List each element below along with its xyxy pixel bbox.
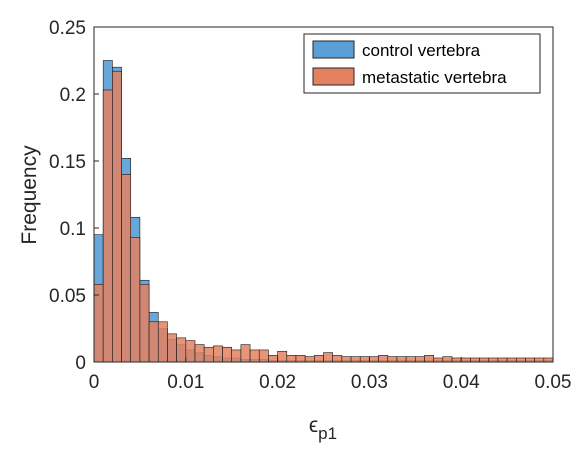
histogram-bar (497, 357, 508, 363)
histogram-bar (506, 357, 517, 363)
histogram-bar (488, 357, 499, 363)
y-tick-label: 0.1 (60, 219, 86, 240)
histogram-bar (231, 349, 242, 363)
legend: control vertebra metastatic vertebra (303, 33, 541, 94)
y-tick-label: 0 (75, 353, 86, 374)
histogram-bar (460, 357, 471, 363)
x-tick-label: 0 (89, 372, 100, 393)
y-tick-label: 0.05 (49, 286, 86, 307)
legend-swatch-metastatic-vertebra (312, 67, 355, 86)
histogram-bar (121, 174, 132, 363)
histogram-bar (442, 356, 453, 363)
y-tick-label: 0.2 (60, 85, 86, 106)
histogram-bar (157, 321, 168, 363)
histogram-bar (387, 356, 398, 363)
x-axis-label-subscript: p1 (318, 424, 337, 443)
histogram-bar (314, 354, 324, 363)
histogram-bar (359, 356, 370, 363)
histogram-bar (304, 356, 315, 363)
histogram-bar (277, 350, 288, 363)
histogram-bar (148, 321, 159, 363)
ticks-layer: 0 0.01 0.02 0.03 0.04 0.05 0 0.05 0.1 0.15 0.2 0.25 (49, 18, 571, 393)
histogram-bar (167, 333, 177, 363)
histogram-bar (139, 283, 150, 363)
histogram-bar (414, 356, 425, 363)
histogram-bar (341, 356, 352, 363)
x-axis-label-symbol: ϵ (309, 414, 318, 437)
histogram-bar (102, 89, 113, 363)
histogram-bar (93, 283, 104, 363)
histogram-bar (515, 357, 526, 363)
histogram-bar (470, 357, 480, 363)
x-tick-label: 0.04 (443, 372, 480, 393)
histogram-bar (369, 356, 379, 363)
histogram-bar (534, 357, 545, 363)
histogram-bar (295, 354, 306, 363)
histogram-bar (332, 354, 343, 363)
histogram-bar (112, 70, 122, 363)
histogram-bar (203, 346, 214, 363)
y-axis-label: Frequency (18, 145, 41, 245)
histogram-bar (451, 357, 462, 363)
axes-box (93, 26, 554, 363)
histogram-bar (323, 352, 333, 363)
histogram-bar (268, 354, 278, 363)
histogram-bar (405, 356, 416, 363)
x-tick-label: 0.02 (259, 372, 296, 393)
histogram-bar (240, 344, 251, 363)
legend-swatch-control-vertebra (312, 40, 355, 59)
x-axis-label: ϵp1 (309, 414, 337, 443)
histogram-bar (543, 357, 554, 363)
histogram-bar (286, 354, 297, 363)
histogram-bar (176, 337, 187, 363)
legend-label-control-vertebra: control vertebra (362, 41, 481, 60)
histogram-bar (194, 344, 205, 363)
histogram-bar (258, 349, 269, 363)
histogram-bar (479, 357, 490, 363)
x-tick-label: 0.05 (535, 372, 572, 393)
x-tick-label: 0.03 (351, 372, 388, 393)
histogram-bar (424, 354, 434, 363)
histogram-bar (130, 237, 141, 363)
histogram-bar (222, 346, 233, 363)
histogram-bar (433, 357, 444, 363)
histogram-bar (350, 356, 361, 363)
histogram-bar (396, 356, 407, 363)
histogram-bar (525, 357, 535, 363)
histogram-bar (185, 340, 196, 363)
histogram-bar (249, 349, 260, 363)
y-tick-label: 0.25 (49, 18, 86, 39)
histogram-bar (378, 354, 389, 363)
histogram-bar (213, 345, 223, 363)
x-tick-label: 0.01 (167, 372, 204, 393)
legend-label-metastatic-vertebra: metastatic vertebra (362, 68, 507, 87)
y-tick-label: 0.15 (49, 152, 86, 173)
